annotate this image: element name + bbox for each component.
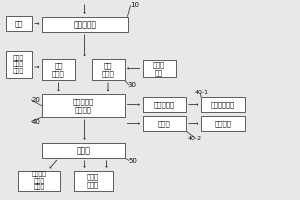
- Bar: [142, 60, 176, 77]
- Bar: [6, 16, 31, 31]
- Bar: [201, 97, 244, 112]
- Bar: [42, 17, 128, 32]
- Text: 40-1: 40-1: [194, 90, 208, 96]
- Bar: [201, 116, 244, 131]
- Bar: [92, 59, 124, 80]
- Text: 氨结晶体: 氨结晶体: [214, 120, 231, 127]
- Text: 第一分离部
（压滤）: 第一分离部 （压滤）: [73, 98, 94, 113]
- Text: 20: 20: [32, 97, 40, 103]
- Text: 30: 30: [128, 82, 136, 88]
- Text: 消石灰
碳酸馒
生石灰: 消石灰 碳酸馒 生石灰: [13, 55, 24, 74]
- Text: 烧制部: 烧制部: [76, 146, 90, 155]
- Bar: [42, 59, 75, 80]
- Text: 第三
反应部: 第三 反应部: [102, 62, 114, 77]
- Bar: [18, 171, 60, 191]
- Text: 浓缩部: 浓缩部: [158, 120, 171, 127]
- Text: 第四反应部: 第四反应部: [154, 101, 175, 108]
- Bar: [74, 171, 112, 191]
- Bar: [142, 116, 186, 131]
- Bar: [142, 97, 186, 112]
- Text: 第一反应部: 第一反应部: [73, 20, 96, 29]
- Bar: [6, 51, 31, 78]
- Text: 酸（吸收氨）: 酸（吸收氨）: [211, 101, 235, 108]
- Bar: [42, 143, 124, 158]
- Text: 40: 40: [32, 119, 40, 125]
- Text: 馒盐: 馒盐: [14, 20, 23, 27]
- Text: 10: 10: [130, 2, 140, 8]
- Text: 第二
反应部: 第二 反应部: [52, 62, 65, 77]
- Bar: [42, 94, 124, 117]
- Text: 氨气，
氨水: 氨气， 氨水: [153, 61, 165, 76]
- Text: 炼铁用、
审业用
氟化馒: 炼铁用、 审业用 氟化馒: [32, 172, 46, 190]
- Text: 50: 50: [128, 158, 137, 164]
- Text: 高纯度
氟化馒: 高纯度 氟化馒: [87, 174, 99, 188]
- Text: 40-2: 40-2: [188, 136, 202, 140]
